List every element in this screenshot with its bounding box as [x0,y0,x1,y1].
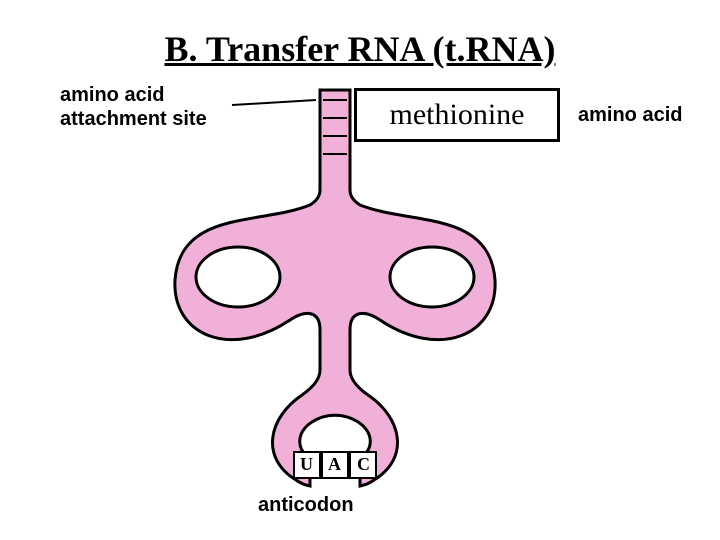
amino-acid-name: methionine [390,98,525,132]
attachment-site-label-line1: amino acid [60,84,164,107]
attachment-pointer [232,100,316,105]
trna-right-loop-hole [390,247,474,307]
anticodon-label: anticodon [258,494,354,517]
anticodon-letter-2: C [357,454,370,475]
amino-acid-box: methionine [354,88,560,142]
amino-acid-right-label: amino acid [578,104,682,127]
anticodon-letter-0: U [300,454,313,475]
trna-left-loop-hole [196,247,280,307]
anticodon-letter-1: A [328,454,341,475]
attachment-site-label-line2: attachment site [60,108,207,131]
diagram-title: B. Transfer RNA (t.RNA) [0,28,720,70]
